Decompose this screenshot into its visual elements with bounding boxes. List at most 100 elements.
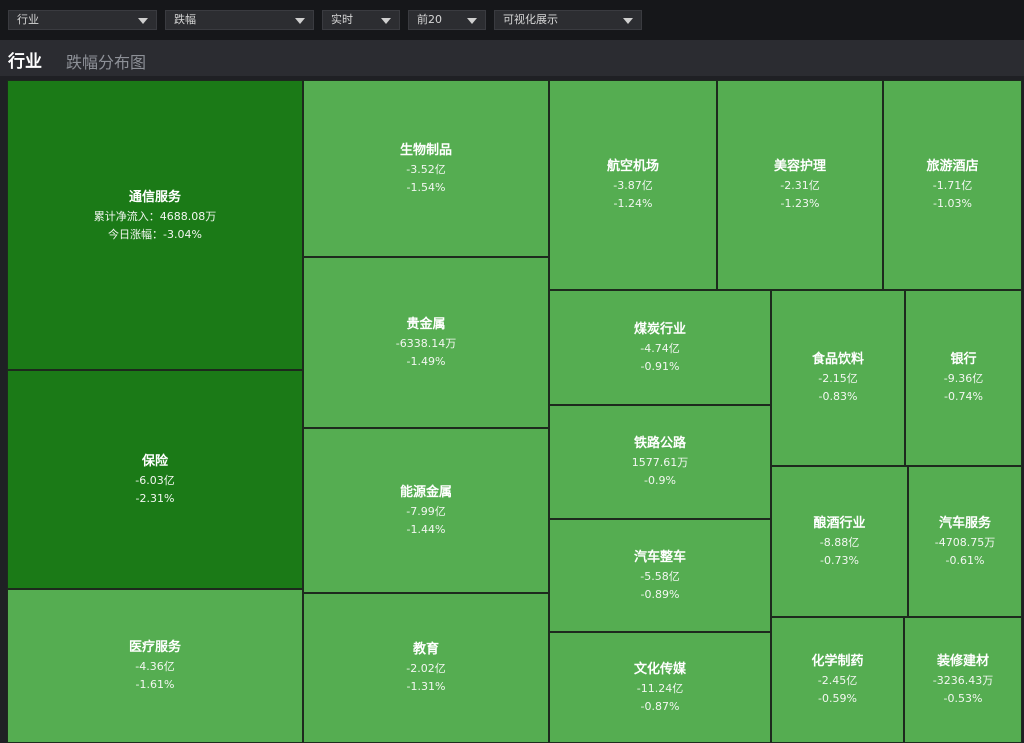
tile-name: 生物制品 [399, 142, 452, 158]
tile-net-flow: -2.31亿 [780, 179, 820, 192]
tile-name: 酿酒行业 [813, 515, 866, 531]
treemap-tile[interactable]: 文化传媒 -11.24亿 -0.87% [549, 632, 771, 743]
tile-net-flow: -6.03亿 [135, 473, 175, 487]
treemap-tile[interactable]: 食品饮料 -2.15亿 -0.83% [771, 290, 905, 466]
tile-name: 贵金属 [406, 316, 446, 332]
tile-name: 文化传媒 [633, 661, 686, 677]
treemap-tile[interactable]: 航空机场 -3.87亿 -1.24% [549, 80, 717, 290]
tile-change-percent: -0.87% [640, 699, 680, 713]
tile-net-flow: -6338.14万 [395, 336, 457, 350]
tab-industry[interactable]: 行业 [8, 52, 42, 72]
treemap-tile[interactable]: 旅游酒店 -1.71亿 -1.03% [883, 80, 1022, 290]
tile-name: 化学制药 [811, 654, 864, 669]
tile-change-percent: -2.31% [135, 491, 175, 505]
tile-name: 食品饮料 [811, 352, 864, 367]
treemap-tile[interactable]: 生物制品 -3.52亿 -1.54% [303, 80, 549, 257]
treemap-tile[interactable]: 保险 -6.03亿 -2.31% [7, 370, 303, 589]
tile-net-flow: -4.74亿 [640, 341, 680, 355]
chevron-down-icon [138, 18, 148, 24]
tile-change-percent: -0.91% [640, 359, 680, 373]
topn-select[interactable]: 前20 [408, 10, 486, 30]
tile-change-percent: -0.89% [640, 587, 680, 601]
tile-net-flow: -3.52亿 [406, 162, 446, 176]
category-select[interactable]: 行业 [8, 10, 157, 30]
chevron-down-icon [295, 18, 305, 24]
treemap-tile[interactable]: 教育 -2.02亿 -1.31% [303, 593, 549, 743]
tile-change-percent: -0.74% [944, 390, 983, 403]
tile-net-flow: -2.45亿 [817, 674, 858, 687]
chevron-down-icon [467, 18, 477, 24]
tile-change-percent: -1.44% [406, 522, 446, 536]
view-select-value: 可视化展示 [503, 13, 558, 26]
tile-name: 铁路公路 [633, 436, 686, 451]
treemap-tile[interactable]: 美容护理 -2.31亿 -1.23% [717, 80, 883, 290]
tile-name: 汽车整车 [633, 549, 686, 565]
treemap-tile[interactable]: 能源金属 -7.99亿 -1.44% [303, 428, 549, 593]
treemap-tile[interactable]: 贵金属 -6338.14万 -1.49% [303, 257, 549, 428]
tile-net-flow: -11.24亿 [636, 681, 684, 695]
tile-net-flow: -9.36亿 [943, 372, 984, 385]
treemap-chart: 通信服务累计净流入：4688.08万 今日涨幅：-3.04% 保险 -6.03亿 -2.… [7, 80, 1022, 743]
tile-change-percent: -1.54% [406, 180, 446, 194]
tile-net-flow: -3.87亿 [613, 179, 653, 192]
tile-net-flow: -5.58亿 [640, 569, 680, 583]
tile-net-flow: -2.15亿 [818, 372, 858, 385]
tile-name: 能源金属 [399, 484, 452, 500]
topn-select-value: 前20 [417, 13, 442, 26]
tile-change-percent: -0.73% [820, 553, 859, 567]
period-select-value: 实时 [331, 13, 353, 26]
tile-change-percent: -1.49% [406, 354, 446, 368]
tile-change-percent: -0.9% [644, 474, 676, 487]
treemap-tile[interactable]: 银行 -9.36亿 -0.74% [905, 290, 1022, 466]
tile-name: 保险 [141, 453, 168, 469]
tile-net-flow: -2.02亿 [406, 662, 446, 675]
treemap-tile[interactable]: 煤炭行业 -4.74亿 -0.91% [549, 290, 771, 405]
tile-name: 美容护理 [773, 159, 826, 174]
tile-change-percent: 今日涨幅：-3.04% [108, 228, 202, 241]
tile-change-percent: -1.31% [406, 680, 446, 693]
treemap-tile[interactable]: 铁路公路 1577.61万 -0.9% [549, 405, 771, 519]
treemap-tile[interactable]: 酿酒行业 -8.88亿 -0.73% [771, 466, 908, 617]
treemap-tile[interactable]: 医疗服务 -4.36亿 -1.61% [7, 589, 303, 743]
toolbar: 行业 跌幅 实时 前20 可视化展示 [0, 0, 1024, 40]
tile-net-flow: -7.99亿 [406, 504, 446, 518]
tile-change-percent: -1.03% [933, 197, 972, 210]
metric-select-value: 跌幅 [174, 13, 196, 26]
tile-name: 银行 [950, 352, 977, 367]
tile-net-flow: -1.71亿 [932, 179, 973, 192]
tile-name: 旅游酒店 [926, 159, 979, 174]
tile-name: 汽车服务 [938, 515, 991, 531]
tile-name: 航空机场 [606, 159, 659, 174]
view-select[interactable]: 可视化展示 [494, 10, 642, 30]
tile-change-percent: -0.61% [945, 553, 985, 567]
tile-change-percent: -0.83% [818, 390, 858, 403]
tile-net-flow: -4708.75万 [934, 535, 996, 549]
tile-name: 通信服务 [128, 190, 181, 205]
tab-decline-distribution[interactable]: 跌幅分布图 [66, 53, 147, 72]
treemap-tile[interactable]: 化学制药 -2.45亿 -0.59% [771, 617, 904, 743]
tile-change-percent: -1.61% [135, 678, 175, 691]
tile-change-percent: -0.59% [818, 692, 857, 705]
tile-net-flow: 累计净流入：4688.08万 [93, 210, 217, 223]
period-select[interactable]: 实时 [322, 10, 400, 30]
tile-net-flow: -4.36亿 [135, 660, 175, 673]
tile-name: 教育 [412, 642, 439, 657]
treemap-tile[interactable]: 装修建材 -3236.43万 -0.53% [904, 617, 1022, 743]
tile-name: 煤炭行业 [633, 321, 686, 337]
treemap-tile[interactable]: 通信服务累计净流入：4688.08万 今日涨幅：-3.04% [7, 80, 303, 370]
tile-change-percent: -1.23% [780, 197, 820, 210]
chevron-down-icon [381, 18, 391, 24]
metric-select[interactable]: 跌幅 [165, 10, 314, 30]
tile-name: 医疗服务 [128, 640, 181, 655]
tile-net-flow: 1577.61万 [631, 456, 689, 469]
category-select-value: 行业 [17, 13, 39, 26]
tile-name: 装修建材 [936, 654, 989, 669]
tile-change-percent: -0.53% [943, 692, 983, 705]
treemap-tile[interactable]: 汽车整车 -5.58亿 -0.89% [549, 519, 771, 632]
chevron-down-icon [623, 18, 633, 24]
tile-net-flow: -8.88亿 [819, 535, 860, 549]
header: 行业 跌幅分布图 [0, 40, 1024, 76]
tile-change-percent: -1.24% [613, 197, 653, 210]
tile-net-flow: -3236.43万 [932, 674, 994, 687]
treemap-tile[interactable]: 汽车服务 -4708.75万 -0.61% [908, 466, 1022, 617]
